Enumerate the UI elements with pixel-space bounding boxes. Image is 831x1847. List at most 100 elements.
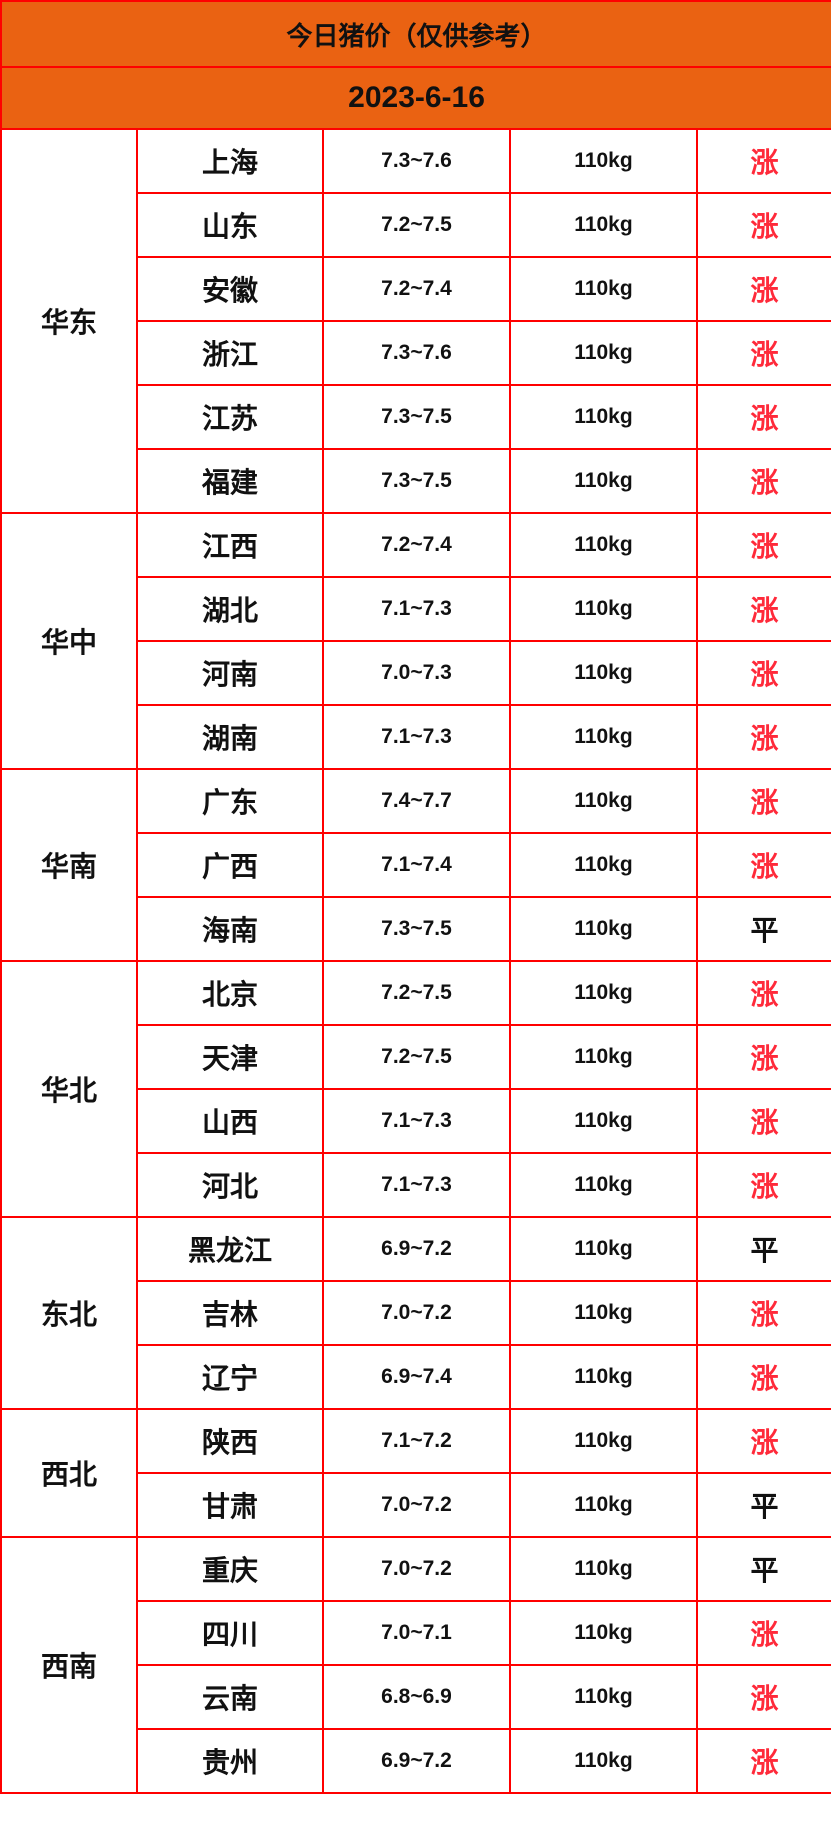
weight-cell: 110kg xyxy=(509,448,698,514)
trend-cell: 平 xyxy=(695,1216,831,1282)
weight-cell: 110kg xyxy=(509,704,698,770)
weight-cell: 110kg xyxy=(509,128,698,194)
province-cell: 安徽 xyxy=(136,256,324,322)
price-cell: 6.8~6.9 xyxy=(322,1664,511,1730)
trend-cell: 平 xyxy=(695,1536,831,1602)
table-row: 华南 广东 7.4~7.7 110kg 涨 xyxy=(0,768,831,962)
weight-cell: 110kg xyxy=(509,1472,698,1538)
trend-cell: 涨 xyxy=(695,448,831,514)
pig-price-table: 今日猪价（仅供参考） 2023-6-16 华东 上海 7.3~7.6 110kg 涨山东… xyxy=(0,0,831,1794)
price-cell: 7.1~7.4 xyxy=(322,832,511,898)
region-cell: 华北 xyxy=(0,960,138,1218)
price-cell: 6.9~7.4 xyxy=(322,1344,511,1410)
province-cell: 山东 xyxy=(136,192,324,258)
region-cell: 华南 xyxy=(0,768,138,962)
trend-cell: 涨 xyxy=(695,1728,831,1794)
trend-cell: 涨 xyxy=(695,256,831,322)
weight-cell: 110kg xyxy=(509,1344,698,1410)
weight-cell: 110kg xyxy=(509,384,698,450)
price-cell: 7.3~7.6 xyxy=(322,320,511,386)
province-cell: 上海 xyxy=(136,128,324,194)
trend-cell: 涨 xyxy=(695,832,831,898)
price-cell: 7.1~7.3 xyxy=(322,704,511,770)
trend-cell: 涨 xyxy=(695,960,831,1026)
table-row: 甘肃 7.0~7.2 110kg 平 xyxy=(1,1472,831,1538)
price-cell: 7.1~7.3 xyxy=(322,1088,511,1154)
province-cell: 广东 xyxy=(136,768,324,834)
table-row: 福建 7.3~7.5 110kg 涨 xyxy=(1,448,831,514)
price-cell: 7.3~7.5 xyxy=(322,896,511,962)
province-cell: 四川 xyxy=(136,1600,324,1666)
price-cell: 7.2~7.5 xyxy=(322,960,511,1026)
price-cell: 7.2~7.5 xyxy=(322,192,511,258)
table-row: 华中 江西 7.2~7.4 110kg 涨 xyxy=(0,512,831,770)
table-row: 山东 7.2~7.5 110kg 涨 xyxy=(1,192,831,258)
weight-cell: 110kg xyxy=(509,1408,698,1474)
weight-cell: 110kg xyxy=(509,192,698,258)
trend-cell: 涨 xyxy=(695,1664,831,1730)
table-row: 吉林 7.0~7.2 110kg 涨 xyxy=(1,1280,831,1346)
table-row: 西北 陕西 7.1~7.2 110kg 涨 xyxy=(0,1408,831,1538)
table-row: 安徽 7.2~7.4 110kg 涨 xyxy=(1,256,831,322)
price-cell: 6.9~7.2 xyxy=(322,1728,511,1794)
province-cell: 天津 xyxy=(136,1024,324,1090)
province-cell: 广西 xyxy=(136,832,324,898)
weight-cell: 110kg xyxy=(509,1280,698,1346)
trend-cell: 涨 xyxy=(695,1408,831,1474)
weight-cell: 110kg xyxy=(509,1728,698,1794)
province-cell: 湖北 xyxy=(136,576,324,642)
province-cell: 云南 xyxy=(136,1664,324,1730)
trend-cell: 涨 xyxy=(695,192,831,258)
trend-cell: 平 xyxy=(695,1472,831,1538)
price-cell: 7.0~7.2 xyxy=(322,1536,511,1602)
weight-cell: 110kg xyxy=(509,1600,698,1666)
price-cell: 7.0~7.2 xyxy=(322,1280,511,1346)
table-row: 湖北 7.1~7.3 110kg 涨 xyxy=(1,576,831,642)
province-cell: 辽宁 xyxy=(136,1344,324,1410)
table-row: 东北 黑龙江 6.9~7.2 110kg 平 xyxy=(0,1216,831,1410)
table-row: 河南 7.0~7.3 110kg 涨 xyxy=(1,640,831,706)
weight-cell: 110kg xyxy=(509,512,698,578)
region-cell: 华中 xyxy=(0,512,138,770)
trend-cell: 涨 xyxy=(695,1152,831,1218)
weight-cell: 110kg xyxy=(509,640,698,706)
region-cell: 西北 xyxy=(0,1408,138,1538)
weight-cell: 110kg xyxy=(509,1536,698,1602)
table-row: 海南 7.3~7.5 110kg 平 xyxy=(1,896,831,962)
region-cell: 西南 xyxy=(0,1536,138,1794)
weight-cell: 110kg xyxy=(509,320,698,386)
weight-cell: 110kg xyxy=(509,256,698,322)
weight-cell: 110kg xyxy=(509,960,698,1026)
weight-cell: 110kg xyxy=(509,896,698,962)
province-cell: 湖南 xyxy=(136,704,324,770)
price-cell: 7.2~7.4 xyxy=(322,256,511,322)
trend-cell: 平 xyxy=(695,896,831,962)
table-row: 山西 7.1~7.3 110kg 涨 xyxy=(1,1088,831,1154)
price-cell: 7.0~7.3 xyxy=(322,640,511,706)
table-title: 今日猪价（仅供参考） xyxy=(0,0,831,68)
region-cell: 华东 xyxy=(0,128,138,514)
trend-cell: 涨 xyxy=(695,1024,831,1090)
price-cell: 6.9~7.2 xyxy=(322,1216,511,1282)
weight-cell: 110kg xyxy=(509,1024,698,1090)
province-cell: 山西 xyxy=(136,1088,324,1154)
province-cell: 河北 xyxy=(136,1152,324,1218)
province-cell: 江西 xyxy=(136,512,324,578)
province-cell: 重庆 xyxy=(136,1536,324,1602)
trend-cell: 涨 xyxy=(695,128,831,194)
province-cell: 江苏 xyxy=(136,384,324,450)
province-cell: 北京 xyxy=(136,960,324,1026)
trend-cell: 涨 xyxy=(695,768,831,834)
price-cell: 7.3~7.5 xyxy=(322,448,511,514)
table-row: 辽宁 6.9~7.4 110kg 涨 xyxy=(1,1344,831,1410)
table-row: 贵州 6.9~7.2 110kg 涨 xyxy=(1,1728,831,1794)
table-row: 天津 7.2~7.5 110kg 涨 xyxy=(1,1024,831,1090)
trend-cell: 涨 xyxy=(695,1280,831,1346)
weight-cell: 110kg xyxy=(509,1216,698,1282)
region-cell: 东北 xyxy=(0,1216,138,1410)
province-cell: 甘肃 xyxy=(136,1472,324,1538)
province-cell: 陕西 xyxy=(136,1408,324,1474)
price-cell: 7.3~7.6 xyxy=(322,128,511,194)
province-cell: 吉林 xyxy=(136,1280,324,1346)
weight-cell: 110kg xyxy=(509,1664,698,1730)
